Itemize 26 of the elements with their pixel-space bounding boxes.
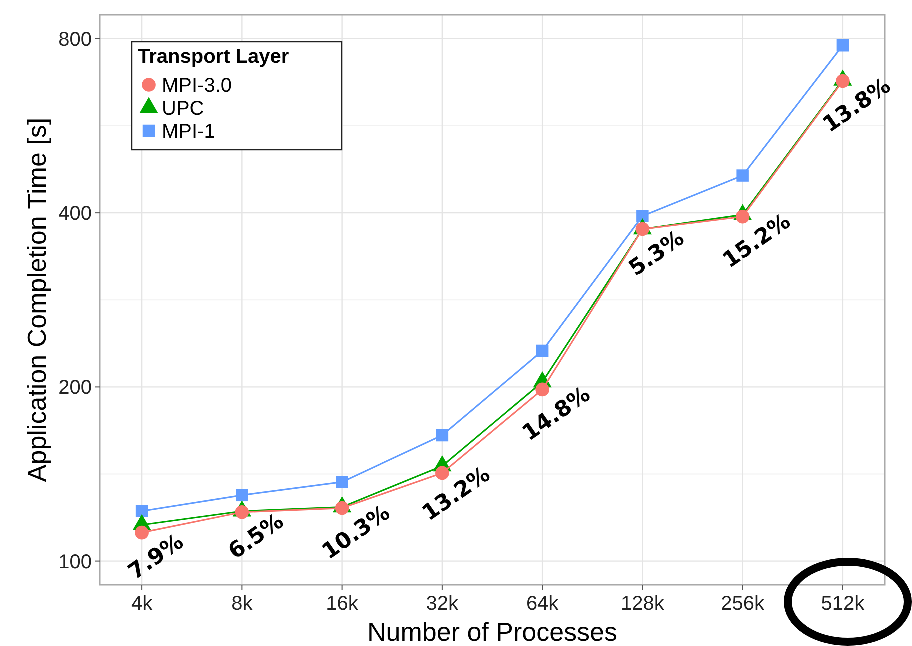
x-axis-title: Number of Processes bbox=[368, 617, 618, 646]
legend-label: UPC bbox=[162, 98, 204, 120]
x-tick-label: 64k bbox=[526, 593, 560, 615]
x-tick-label: 256k bbox=[721, 593, 766, 615]
point bbox=[136, 505, 148, 518]
legend-label: MPI-1 bbox=[162, 121, 216, 143]
point bbox=[436, 429, 449, 442]
legend-label: MPI-3.0 bbox=[162, 75, 232, 97]
point bbox=[836, 40, 850, 52]
point bbox=[536, 344, 549, 358]
point bbox=[236, 489, 248, 502]
y-axis-title: Application Completion Time [s] bbox=[22, 118, 52, 482]
x-tick-label: 512k bbox=[821, 593, 866, 615]
x-tick-label: 4k bbox=[131, 593, 154, 615]
legend-title: Transport Layer bbox=[138, 46, 290, 68]
x-tick-label: 128k bbox=[621, 593, 666, 615]
y-tick-label: 400 bbox=[58, 203, 92, 226]
point bbox=[636, 210, 649, 222]
x-tick-label: 32k bbox=[426, 593, 460, 615]
y-tick-label: 800 bbox=[58, 28, 92, 51]
x-tick-label: 16k bbox=[326, 593, 360, 615]
y-tick-label: 100 bbox=[58, 551, 92, 574]
point bbox=[336, 476, 348, 488]
point bbox=[736, 170, 749, 182]
y-tick-label: 200 bbox=[58, 377, 92, 400]
x-tick-label: 8k bbox=[232, 593, 254, 615]
